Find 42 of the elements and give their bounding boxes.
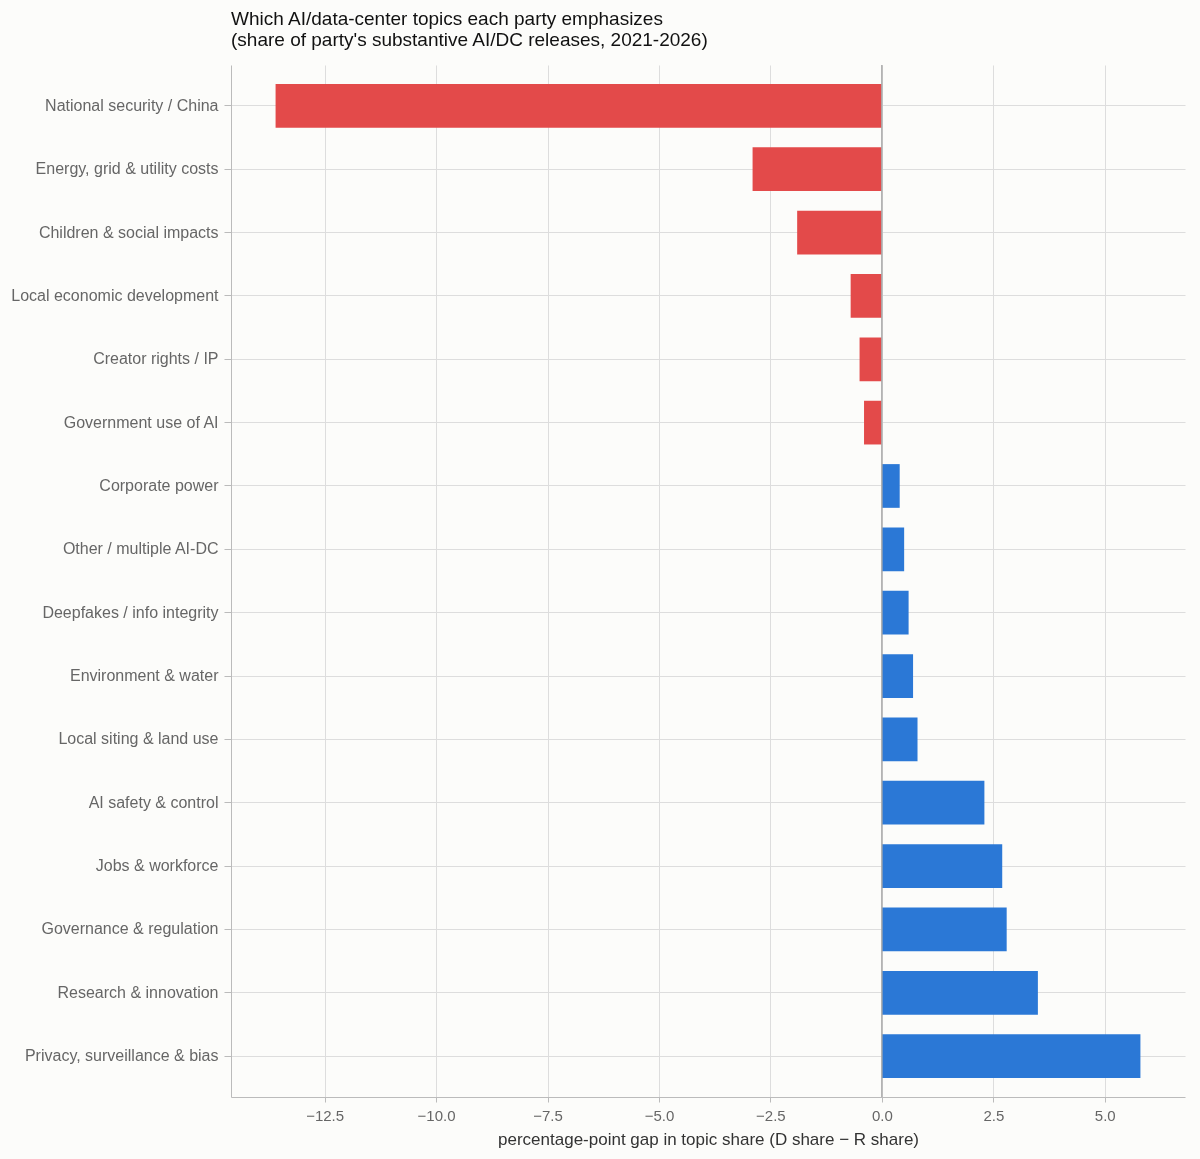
bar <box>797 210 882 255</box>
bar <box>881 1034 1141 1078</box>
x-axis-title: percentage-point gap in topic share (D share − R share) <box>498 1129 919 1149</box>
bar <box>881 844 1003 888</box>
y-tick-label: Government use of AI <box>63 413 219 431</box>
bar <box>881 970 1038 1015</box>
y-tick-label: Deepfakes / info integrity <box>42 603 219 621</box>
bar <box>275 84 882 128</box>
y-tick-label: Energy, grid & utility costs <box>35 160 219 178</box>
y-tick-label: Local siting & land use <box>58 730 219 748</box>
bar <box>752 147 882 192</box>
x-tick-label: −5.0 <box>644 1106 675 1124</box>
bar <box>881 590 909 635</box>
bar <box>864 400 882 445</box>
y-tick-label: Local economic development <box>11 286 220 304</box>
y-tick-label: Environment & water <box>69 667 220 685</box>
y-tick-label: Children & social impacts <box>38 223 219 241</box>
bar <box>881 717 918 762</box>
bar <box>859 337 882 382</box>
bar <box>881 907 1007 952</box>
x-tick-label: 5.0 <box>1094 1106 1116 1124</box>
chart-title: Which AI/data-center topics each party emphasizes (share of party's substantive AI/DC releases, 2021-2026) <box>231 8 708 51</box>
x-tick-label: −12.5 <box>306 1106 345 1124</box>
y-tick-label: Privacy, surveillance & bias <box>24 1047 219 1065</box>
bar <box>881 780 985 825</box>
y-tick-label: Research & innovation <box>57 983 219 1001</box>
y-tick-label: Jobs & workforce <box>95 857 219 875</box>
bar <box>881 464 900 508</box>
y-tick-label: Corporate power <box>99 476 220 494</box>
bar <box>881 527 905 572</box>
y-tick-label: Other / multiple AI-DC <box>62 540 219 558</box>
bar <box>850 274 882 318</box>
x-tick-label: −7.5 <box>533 1106 563 1124</box>
x-tick-label: 2.5 <box>983 1106 1005 1124</box>
y-tick-label: Governance & regulation <box>41 920 219 938</box>
y-tick-label: National security / China <box>45 96 219 114</box>
bar <box>881 654 914 698</box>
y-tick-label: AI safety & control <box>88 793 219 811</box>
x-tick-label: −2.5 <box>756 1106 786 1124</box>
y-tick-label: Creator rights / IP <box>93 350 219 368</box>
x-tick-label: 0.0 <box>871 1106 893 1124</box>
x-tick-label: −10.0 <box>417 1106 456 1124</box>
